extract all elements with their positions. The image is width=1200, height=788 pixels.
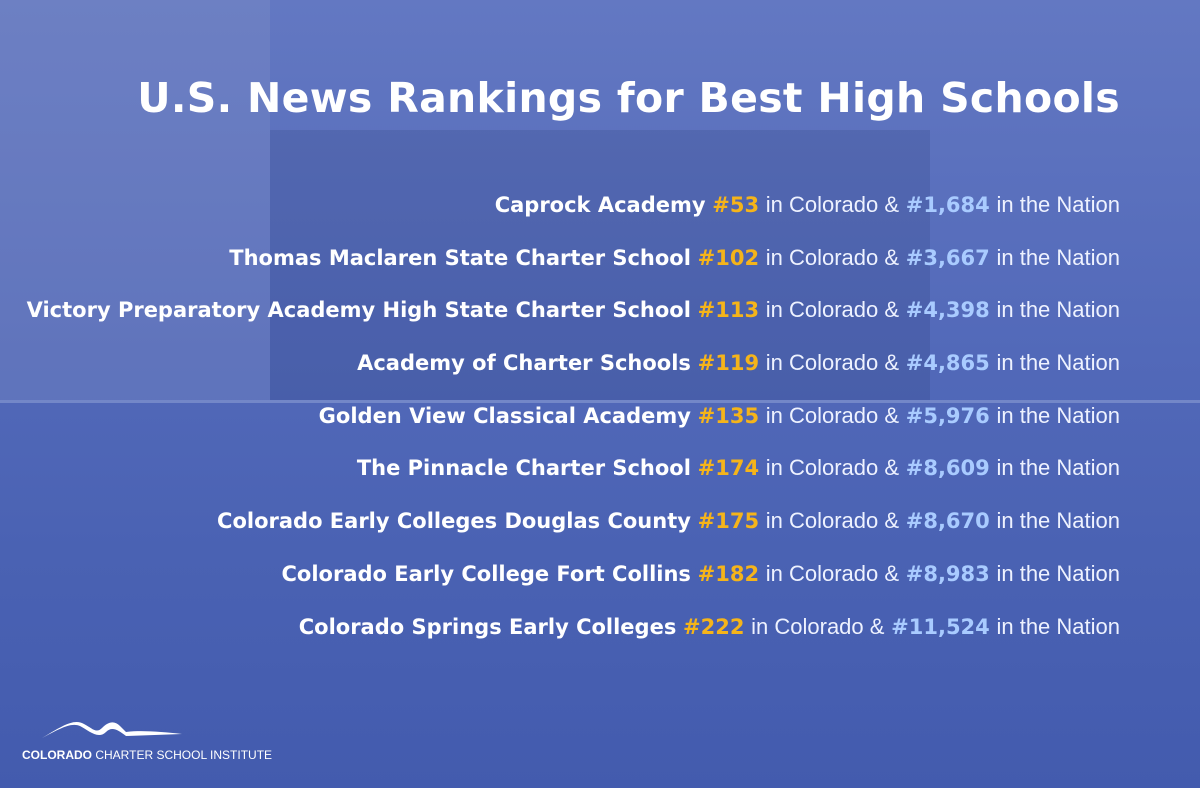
state-text: in Colorado &: [765, 350, 900, 376]
state-rank: #174: [697, 456, 760, 481]
state-rank: #175: [697, 509, 760, 534]
background-line: [0, 400, 1200, 403]
national-rank: #5,976: [905, 403, 990, 428]
ranking-row: Golden View Classical Academy #135 in Co…: [20, 397, 1120, 450]
state-text: in Colorado &: [765, 192, 900, 217]
nation-text: in the Nation: [996, 192, 1120, 217]
ranking-list: Caprock Academy #53 in Colorado & #1,684…: [20, 186, 1120, 660]
national-rank: #11,524: [891, 614, 990, 639]
ranking-row: Academy of Charter Schools #119 in Color…: [20, 344, 1120, 397]
nation-text: in the Nation: [996, 402, 1120, 428]
logo-bold: COLORADO: [22, 748, 92, 762]
national-rank: #8,670: [905, 509, 990, 534]
national-rank: #1,684: [905, 193, 990, 217]
ranking-row: Colorado Springs Early Colleges #222 in …: [20, 608, 1120, 661]
state-rank: #222: [683, 614, 745, 639]
state-rank: #113: [697, 298, 760, 323]
nation-text: in the Nation: [996, 297, 1120, 323]
ranking-row: The Pinnacle Charter School #174 in Colo…: [20, 449, 1120, 502]
nation-text: in the Nation: [996, 350, 1120, 376]
state-text: in Colorado &: [765, 402, 900, 428]
logo-text: COLORADO CHARTER SCHOOL INSTITUTE: [22, 748, 272, 762]
state-text: in Colorado &: [765, 297, 900, 323]
school-name: The Pinnacle Charter School: [356, 456, 691, 481]
national-rank: #3,667: [905, 245, 990, 270]
national-rank: #4,398: [905, 298, 990, 323]
state-rank: #182: [697, 561, 760, 586]
national-rank: #8,609: [905, 456, 990, 481]
national-rank: #4,865: [905, 351, 990, 376]
national-rank: #8,983: [905, 561, 990, 586]
school-name: Colorado Early College Fort Collins: [281, 561, 691, 586]
nation-text: in the Nation: [996, 560, 1120, 586]
school-name: Caprock Academy: [494, 193, 706, 217]
school-name: Colorado Springs Early Colleges: [298, 614, 677, 639]
ranking-row: Colorado Early College Fort Collins #182…: [20, 555, 1120, 608]
school-name: Golden View Classical Academy: [318, 403, 691, 428]
state-text: in Colorado &: [751, 613, 885, 639]
ranking-row: Caprock Academy #53 in Colorado & #1,684…: [20, 186, 1120, 239]
state-text: in Colorado &: [765, 455, 900, 481]
nation-text: in the Nation: [996, 455, 1120, 481]
state-rank: #119: [697, 351, 760, 376]
nation-text: in the Nation: [996, 613, 1120, 639]
ranking-row: Thomas Maclaren State Charter School #10…: [20, 239, 1120, 292]
state-rank: #102: [697, 245, 760, 270]
state-rank: #53: [712, 193, 760, 217]
logo-rest: CHARTER SCHOOL INSTITUTE: [95, 748, 273, 762]
title: U.S. News Rankings for Best High Schools: [137, 74, 1120, 122]
state-rank: #135: [697, 403, 760, 428]
ranking-row: Colorado Early Colleges Douglas County #…: [20, 502, 1120, 555]
ranking-row: Victory Preparatory Academy High State C…: [20, 291, 1120, 344]
school-name: Victory Preparatory Academy High State C…: [26, 298, 691, 323]
state-text: in Colorado &: [765, 508, 900, 534]
nation-text: in the Nation: [996, 244, 1120, 270]
background-board: [270, 130, 930, 400]
school-name: Academy of Charter Schools: [357, 351, 691, 376]
school-name: Colorado Early Colleges Douglas County: [217, 509, 691, 534]
state-text: in Colorado &: [765, 244, 900, 270]
state-text: in Colorado &: [765, 560, 900, 586]
background-map: [0, 0, 270, 400]
school-name: Thomas Maclaren State Charter School: [229, 245, 691, 270]
logo-mark: [42, 721, 182, 738]
nation-text: in the Nation: [996, 508, 1120, 534]
